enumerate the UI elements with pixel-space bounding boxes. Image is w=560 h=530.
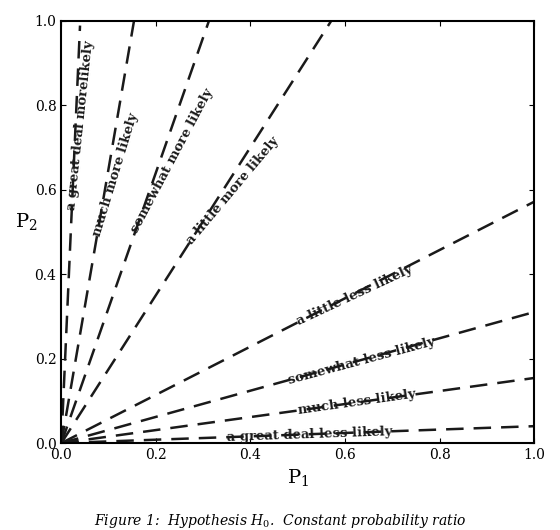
- Text: somewhat more likely: somewhat more likely: [129, 86, 216, 235]
- Text: a little more likely: a little more likely: [184, 134, 282, 246]
- Text: a great deal less likely: a great deal less likely: [227, 425, 393, 444]
- Y-axis label: P$_2$: P$_2$: [15, 211, 38, 232]
- X-axis label: P$_1$: P$_1$: [287, 467, 309, 489]
- Text: Figure 1:  Hypothesis H$_0$.  Constant probability ratio: Figure 1: Hypothesis H$_0$. Constant pro…: [94, 511, 466, 529]
- Text: somewhat less likely: somewhat less likely: [287, 335, 437, 387]
- Text: a great deal morelikely: a great deal morelikely: [66, 40, 96, 211]
- Text: much less likely: much less likely: [297, 388, 416, 418]
- Text: much more likely: much more likely: [91, 111, 141, 238]
- Text: a little less likely: a little less likely: [295, 263, 415, 328]
